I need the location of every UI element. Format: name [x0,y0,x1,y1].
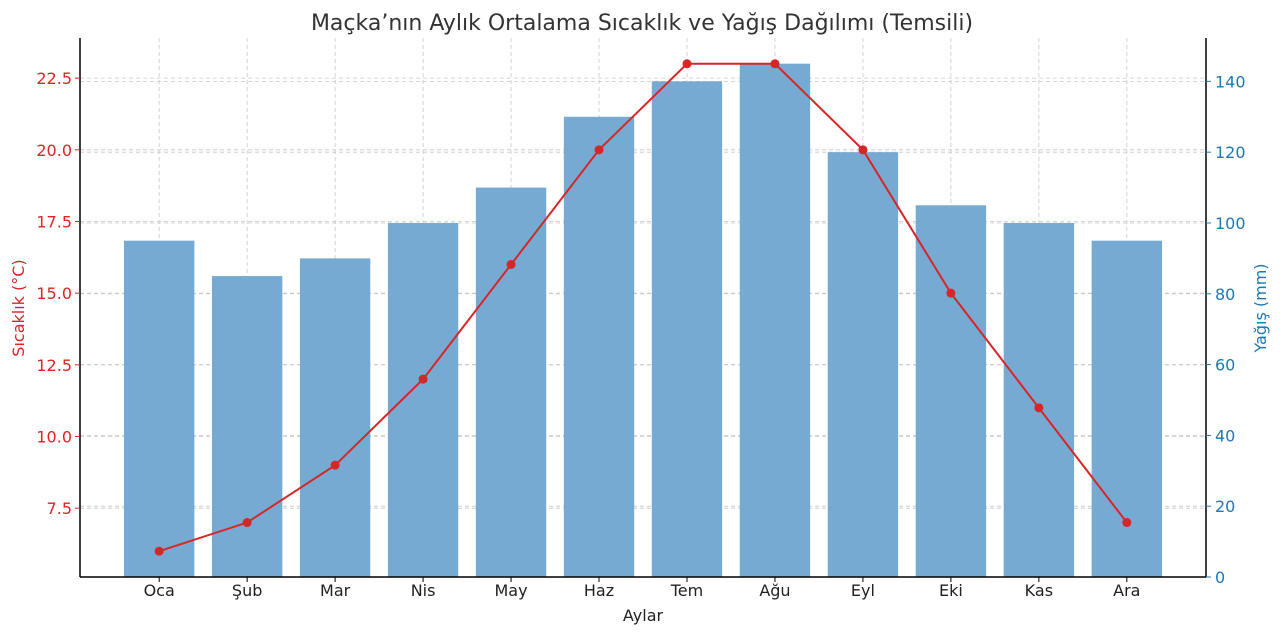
left-y-tick-labels: 7.5 10.0 12.5 15.0 17.5 20.0 22.5 [36,69,72,518]
precipitation-bar [915,205,987,577]
right-y-tick-label: 100 [1215,214,1246,233]
x-tick-label: Eki [939,581,963,600]
left-y-tick-label: 20.0 [36,141,72,160]
left-y-tick-label: 10.0 [36,428,72,447]
right-y-tick-labels: 0 20 40 60 80 100 120 140 [1215,72,1246,587]
temperature-series-line [158,62,1128,553]
left-y-tick-label: 22.5 [36,69,72,88]
precipitation-bar [475,187,547,577]
x-tick-label: Nis [411,581,436,600]
temperature-point [858,145,868,155]
left-y-tick-label: 7.5 [47,499,72,518]
precipitation-bar [827,152,899,577]
temperature-point [1122,518,1132,528]
x-tick-labels: Oca Şub Mar Nis May Haz Tem Ağu Eyl Eki Kas Ara [144,581,1141,600]
temperature-point [946,288,956,298]
right-y-tick-label: 140 [1215,72,1246,91]
precipitation-bar [299,258,371,577]
right-y-tick-label: 120 [1215,143,1246,162]
precipitation-bar [563,116,635,578]
left-y-tick-label: 15.0 [36,284,72,303]
x-tick-label: Tem [670,581,703,600]
temperature-point [330,460,340,470]
x-tick-label: Haz [584,581,614,600]
temperature-point [682,59,692,69]
x-tick-label: Kas [1025,581,1053,600]
right-y-tick-label: 20 [1215,497,1235,516]
x-tick-label: Oca [144,581,175,600]
right-y-tick-label: 60 [1215,356,1235,375]
precipitation-bar [1003,222,1075,578]
x-tick-label: Eyl [851,581,875,600]
temperature-point [770,59,780,69]
x-tick-label: May [495,581,528,600]
temperature-point [242,518,252,528]
precipitation-bar [387,222,459,578]
precipitation-bar [651,81,723,578]
precipitation-bar [739,63,811,577]
right-y-tick-label: 0 [1215,568,1225,587]
temperature-point [594,145,604,155]
left-y-axis-title: Sıcaklık (°C) [9,259,28,356]
left-y-tick-label: 17.5 [36,212,72,231]
temperature-point [506,259,516,269]
temperature-line [154,59,1132,556]
right-y-tick-label: 80 [1215,285,1235,304]
precipitation-bars [123,63,1163,578]
left-y-tick-label: 12.5 [36,356,72,375]
precipitation-bar [211,276,283,577]
precipitation-bar [123,240,195,577]
right-y-axis-title: Yağış (mm) [1251,263,1270,353]
x-tick-label: Şub [232,581,262,600]
x-tick-label: Mar [320,581,351,600]
temperature-point [1034,403,1044,413]
x-axis-title: Aylar [623,606,664,625]
temperature-point [418,374,428,384]
right-y-tick-label: 40 [1215,426,1235,445]
axes [75,38,1211,582]
x-tick-label: Ağu [759,581,790,600]
chart-title: Maçka’nın Aylık Ortalama Sıcaklık ve Yağ… [311,11,973,36]
x-tick-label: Ara [1113,581,1140,600]
temperature-point [154,546,164,556]
